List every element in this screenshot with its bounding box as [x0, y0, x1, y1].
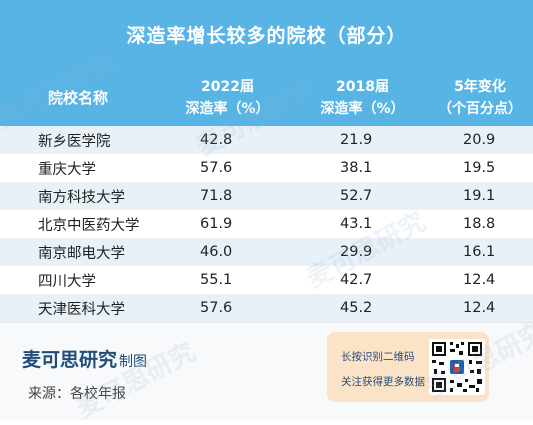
column-header-2022: 2022届 深造率（%） — [170, 69, 285, 126]
rate-2018: 21.9 — [340, 132, 373, 148]
rate-change: 19.5 — [463, 160, 496, 176]
rate-2022: 57.6 — [200, 160, 233, 176]
school-name: 南京邮电大学 — [38, 245, 125, 262]
rate-2018: 45.2 — [340, 300, 373, 316]
rate-2022: 57.6 — [200, 300, 233, 316]
school-name: 重庆大学 — [38, 161, 96, 178]
column-header-change-unit: （个百分点） — [438, 100, 522, 117]
qr-code-icon[interactable] — [429, 339, 485, 395]
table-title: 深造率增长较多的院校（部分） — [0, 0, 533, 69]
rate-change: 20.9 — [463, 132, 496, 148]
brand-credit: 麦可思研究 制图 — [22, 345, 147, 372]
column-header-2022-year: 2022届 — [201, 78, 254, 95]
table-row: 天津医科大学 57.6 45.2 12.4 — [0, 294, 533, 323]
column-header-change-title: 5年变化 — [454, 78, 506, 95]
table-row: 重庆大学 57.6 38.1 19.5 — [0, 154, 533, 183]
rate-2022: 42.8 — [200, 132, 233, 148]
school-name: 南方科技大学 — [38, 189, 125, 206]
column-header-2018: 2018届 深造率（%） — [305, 69, 420, 126]
rate-2018: 42.7 — [340, 272, 373, 288]
school-name: 四川大学 — [38, 273, 96, 290]
rate-change: 12.4 — [463, 300, 496, 316]
table-header: 院校名称 2022届 深造率（%） 2018届 深造率（%） 5年变化 （个百分… — [0, 69, 533, 126]
brand-suffix: 制图 — [119, 354, 148, 370]
rate-2022: 46.0 — [200, 244, 233, 260]
qr-prompt-scan: 长按识别二维码 — [341, 351, 415, 363]
school-name: 天津医科大学 — [38, 301, 125, 318]
column-header-change: 5年变化 （个百分点） — [425, 69, 533, 126]
rate-2018: 52.7 — [340, 188, 373, 204]
school-name: 北京中医药大学 — [38, 217, 140, 234]
rate-2022: 61.9 — [200, 216, 233, 232]
qr-prompt-follow: 关注获得更多数据 — [341, 376, 425, 388]
column-header-2022-metric: 深造率（%） — [185, 100, 270, 117]
rate-change: 18.8 — [463, 216, 496, 232]
table-row: 北京中医药大学 61.9 43.1 18.8 — [0, 210, 533, 239]
source-note: 来源：各校年报 — [28, 386, 126, 402]
rate-2022: 55.1 — [200, 272, 233, 288]
rate-change: 16.1 — [463, 244, 496, 260]
school-name: 新乡医学院 — [38, 133, 111, 150]
rate-2018: 43.1 — [340, 216, 373, 232]
table-row: 南方科技大学 71.8 52.7 19.1 — [0, 182, 533, 211]
column-header-name-label: 院校名称 — [48, 88, 109, 107]
rate-change: 19.1 — [463, 188, 496, 204]
rate-2022: 71.8 — [200, 188, 233, 204]
rate-change: 12.4 — [463, 272, 496, 288]
column-header-name: 院校名称 — [8, 69, 158, 126]
qr-promo[interactable]: 长按识别二维码 关注获得更多数据 — [327, 332, 489, 402]
column-header-2018-year: 2018届 — [336, 78, 389, 95]
rate-2018: 29.9 — [340, 244, 373, 260]
table-row: 新乡医学院 42.8 21.9 20.9 — [0, 126, 533, 155]
column-header-2018-metric: 深造率（%） — [320, 100, 405, 117]
table-row: 四川大学 55.1 42.7 12.4 — [0, 266, 533, 295]
brand-name: 麦可思研究 — [22, 349, 118, 371]
table-row: 南京邮电大学 46.0 29.9 16.1 — [0, 238, 533, 267]
rate-2018: 38.1 — [340, 160, 373, 176]
